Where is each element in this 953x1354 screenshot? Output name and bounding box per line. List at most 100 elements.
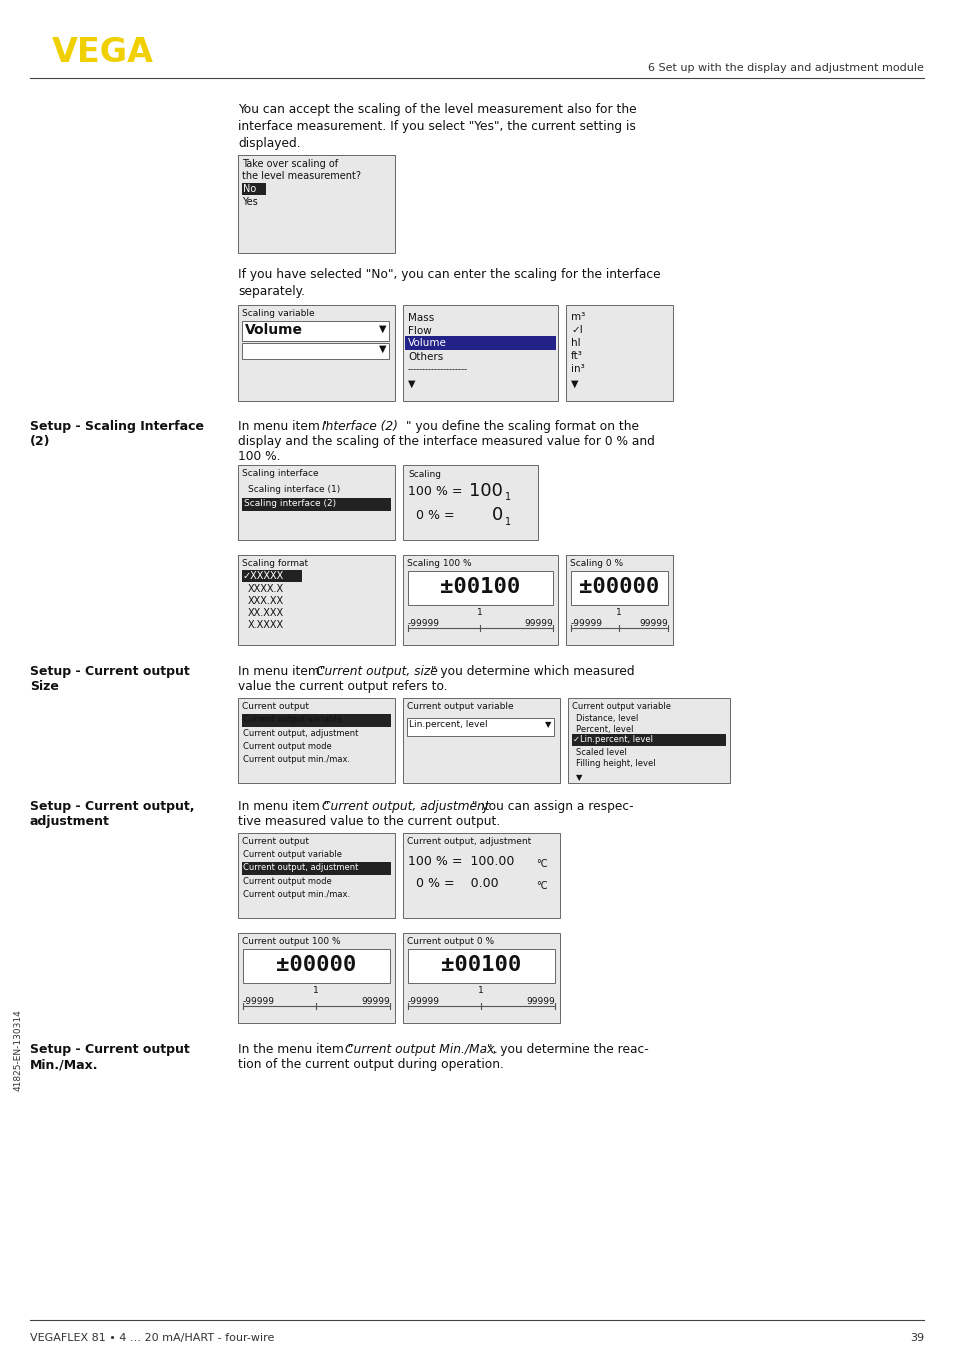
- Text: Size: Size: [30, 680, 59, 693]
- Bar: [237, 464, 395, 540]
- Bar: [237, 933, 395, 1024]
- Text: Distance, level: Distance, level: [576, 714, 638, 723]
- Text: VEGA: VEGA: [52, 35, 153, 69]
- Text: separately.: separately.: [237, 284, 305, 298]
- Bar: [567, 699, 729, 783]
- Text: Current output min./max.: Current output min./max.: [243, 756, 350, 764]
- Text: No: No: [243, 184, 256, 194]
- Text: Filling height, level: Filling height, level: [576, 760, 655, 768]
- Text: 0 % =: 0 % =: [408, 509, 455, 523]
- Text: °C: °C: [536, 881, 547, 891]
- Text: tive measured value to the current output.: tive measured value to the current outpu…: [237, 815, 499, 829]
- Text: 1: 1: [504, 517, 511, 527]
- Text: Current output variable: Current output variable: [572, 701, 670, 711]
- Text: ✓Lin.percent, level: ✓Lin.percent, level: [573, 735, 652, 743]
- Text: the level measurement?: the level measurement?: [242, 171, 360, 181]
- Bar: [402, 933, 559, 1024]
- Text: Current output, adjustment: Current output, adjustment: [243, 728, 358, 738]
- Text: Percent, level: Percent, level: [576, 724, 633, 734]
- Bar: [408, 571, 553, 605]
- Bar: [242, 343, 389, 359]
- Text: displayed.: displayed.: [237, 137, 300, 150]
- Text: Current output mode: Current output mode: [243, 742, 332, 751]
- Text: Interface (2): Interface (2): [322, 420, 397, 433]
- Text: Current output variable: Current output variable: [407, 701, 513, 711]
- Bar: [237, 154, 395, 253]
- Text: display and the scaling of the interface measured value for 0 % and: display and the scaling of the interface…: [237, 435, 654, 448]
- Text: -99999: -99999: [408, 997, 439, 1006]
- Text: Flow: Flow: [408, 326, 432, 336]
- Text: 41825-EN-130314: 41825-EN-130314: [13, 1009, 23, 1091]
- Text: Volume: Volume: [408, 338, 446, 348]
- Text: Current output min./max.: Current output min./max.: [243, 890, 350, 899]
- Bar: [402, 555, 558, 645]
- Text: 1: 1: [313, 986, 318, 995]
- Text: Current output variable: Current output variable: [243, 850, 341, 858]
- Bar: [408, 949, 555, 983]
- Bar: [402, 699, 559, 783]
- Text: ✓XXXXX: ✓XXXXX: [243, 571, 284, 581]
- Bar: [237, 699, 395, 783]
- Text: In menu item ": In menu item ": [237, 800, 329, 812]
- Bar: [565, 555, 672, 645]
- Text: XXXX.X: XXXX.X: [248, 584, 284, 594]
- Bar: [402, 464, 537, 540]
- Text: XXX.XX: XXX.XX: [248, 596, 284, 607]
- Text: Current output, adjustment: Current output, adjustment: [322, 800, 489, 812]
- Bar: [243, 949, 390, 983]
- Text: ✓l: ✓l: [571, 325, 582, 334]
- Text: Current output, adjustment: Current output, adjustment: [243, 862, 358, 872]
- Text: ±00000: ±00000: [578, 577, 659, 597]
- Text: value the current output refers to.: value the current output refers to.: [237, 680, 447, 693]
- Bar: [565, 305, 672, 401]
- Bar: [242, 498, 391, 510]
- Text: 1: 1: [616, 608, 621, 617]
- Text: 99999: 99999: [526, 997, 555, 1006]
- Text: Setup - Current output: Setup - Current output: [30, 665, 190, 678]
- Text: 1: 1: [477, 986, 483, 995]
- Text: Current output: Current output: [242, 837, 309, 846]
- Text: If you have selected "No", you can enter the scaling for the interface: If you have selected "No", you can enter…: [237, 268, 659, 282]
- Text: 0 % =    0.00: 0 % = 0.00: [408, 877, 498, 890]
- Text: 99999: 99999: [639, 619, 667, 628]
- Text: " you can assign a respec-: " you can assign a respec-: [472, 800, 633, 812]
- Text: Scaling 100 %: Scaling 100 %: [407, 559, 471, 567]
- Text: (2): (2): [30, 435, 51, 448]
- Bar: [237, 555, 395, 645]
- Text: --------------------: --------------------: [408, 366, 468, 374]
- Bar: [402, 305, 558, 401]
- Text: " you determine which measured: " you determine which measured: [431, 665, 634, 678]
- Text: ▼: ▼: [544, 720, 551, 728]
- Text: In the menu item ": In the menu item ": [237, 1043, 353, 1056]
- Text: You can accept the scaling of the level measurement also for the: You can accept the scaling of the level …: [237, 103, 636, 116]
- Text: ▼: ▼: [571, 379, 578, 389]
- Text: ±00000: ±00000: [275, 955, 355, 975]
- Text: VEGAFLEX 81 • 4 … 20 mA/HART - four-wire: VEGAFLEX 81 • 4 … 20 mA/HART - four-wire: [30, 1332, 274, 1343]
- Bar: [242, 570, 302, 582]
- Bar: [242, 862, 391, 875]
- Text: 1: 1: [504, 492, 511, 502]
- Text: -99999: -99999: [243, 997, 274, 1006]
- Text: tion of the current output during operation.: tion of the current output during operat…: [237, 1057, 503, 1071]
- Text: hl: hl: [571, 338, 580, 348]
- Text: 99999: 99999: [361, 997, 390, 1006]
- Bar: [242, 714, 391, 727]
- Text: Current output 0 %: Current output 0 %: [407, 937, 494, 946]
- Text: -99999: -99999: [408, 619, 439, 628]
- Text: Scaling interface (2): Scaling interface (2): [244, 500, 335, 508]
- Text: 100 %.: 100 %.: [237, 450, 280, 463]
- Text: Min./Max.: Min./Max.: [30, 1057, 98, 1071]
- Text: Scaling format: Scaling format: [242, 559, 308, 567]
- Text: 0: 0: [491, 506, 502, 524]
- Text: Current output, adjustment: Current output, adjustment: [407, 837, 531, 846]
- Text: ±00100: ±00100: [440, 955, 520, 975]
- Text: X.XXXX: X.XXXX: [248, 620, 284, 630]
- Text: ft³: ft³: [571, 351, 582, 362]
- Bar: [242, 321, 389, 341]
- Text: " you define the scaling format on the: " you define the scaling format on the: [406, 420, 639, 433]
- Text: Scaling: Scaling: [408, 470, 440, 479]
- Bar: [407, 718, 554, 737]
- Text: 100: 100: [469, 482, 502, 500]
- Text: Scaled level: Scaled level: [576, 747, 626, 757]
- Text: Setup - Scaling Interface: Setup - Scaling Interface: [30, 420, 204, 433]
